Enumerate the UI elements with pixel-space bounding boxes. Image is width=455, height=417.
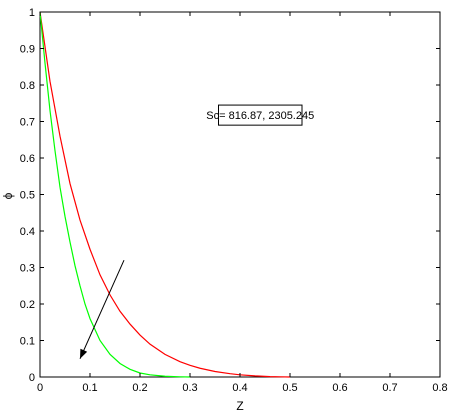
x-tick-label: 0.1 bbox=[82, 382, 97, 394]
series-layer bbox=[39, 11, 291, 378]
y-tick-label: 0.5 bbox=[20, 190, 35, 202]
x-axis-label: Z bbox=[236, 399, 243, 413]
x-tick-label: 0.7 bbox=[382, 382, 397, 394]
y-tick-label: 0.1 bbox=[20, 336, 35, 348]
y-tick-label: 0.7 bbox=[20, 117, 35, 129]
series-line-1 bbox=[39, 11, 291, 378]
y-tick-label: 0.8 bbox=[20, 80, 35, 92]
y-tick-label: 0.2 bbox=[20, 299, 35, 311]
y-axis-label: ϕ bbox=[1, 192, 15, 199]
y-tick-label: 0.9 bbox=[20, 44, 35, 56]
annotation-layer: Sc= 816.87, 2305.245 bbox=[79, 104, 314, 359]
x-tick-label: 0.8 bbox=[432, 382, 447, 394]
x-tick-label: 0.3 bbox=[182, 382, 197, 394]
y-tick-label: 0.6 bbox=[20, 153, 35, 165]
x-tick-label: 0 bbox=[37, 382, 43, 394]
series-line-2 bbox=[39, 11, 191, 378]
x-tick-label: 0.4 bbox=[232, 382, 247, 394]
x-tick-label: 0.2 bbox=[132, 382, 147, 394]
arrow-head bbox=[80, 348, 88, 359]
y-tick-label: 0.4 bbox=[20, 226, 35, 238]
y-tick-label: 0.3 bbox=[20, 263, 35, 275]
y-tick-label: 0 bbox=[29, 372, 35, 384]
annotation-label: Sc= 816.87, 2305.245 bbox=[206, 110, 314, 122]
y-tick-label: 1 bbox=[29, 7, 35, 19]
x-tick-label: 0.6 bbox=[332, 382, 347, 394]
tick-layer: 0 0.1 0.2 0.3 0.4 0.5 0.6 0.7 0.8 0 0.1 0.2 0.3 0.4 0.… bbox=[20, 7, 448, 394]
x-tick-label: 0.5 bbox=[282, 382, 297, 394]
arrow-shaft bbox=[79, 259, 125, 359]
annotation-box bbox=[218, 104, 303, 126]
